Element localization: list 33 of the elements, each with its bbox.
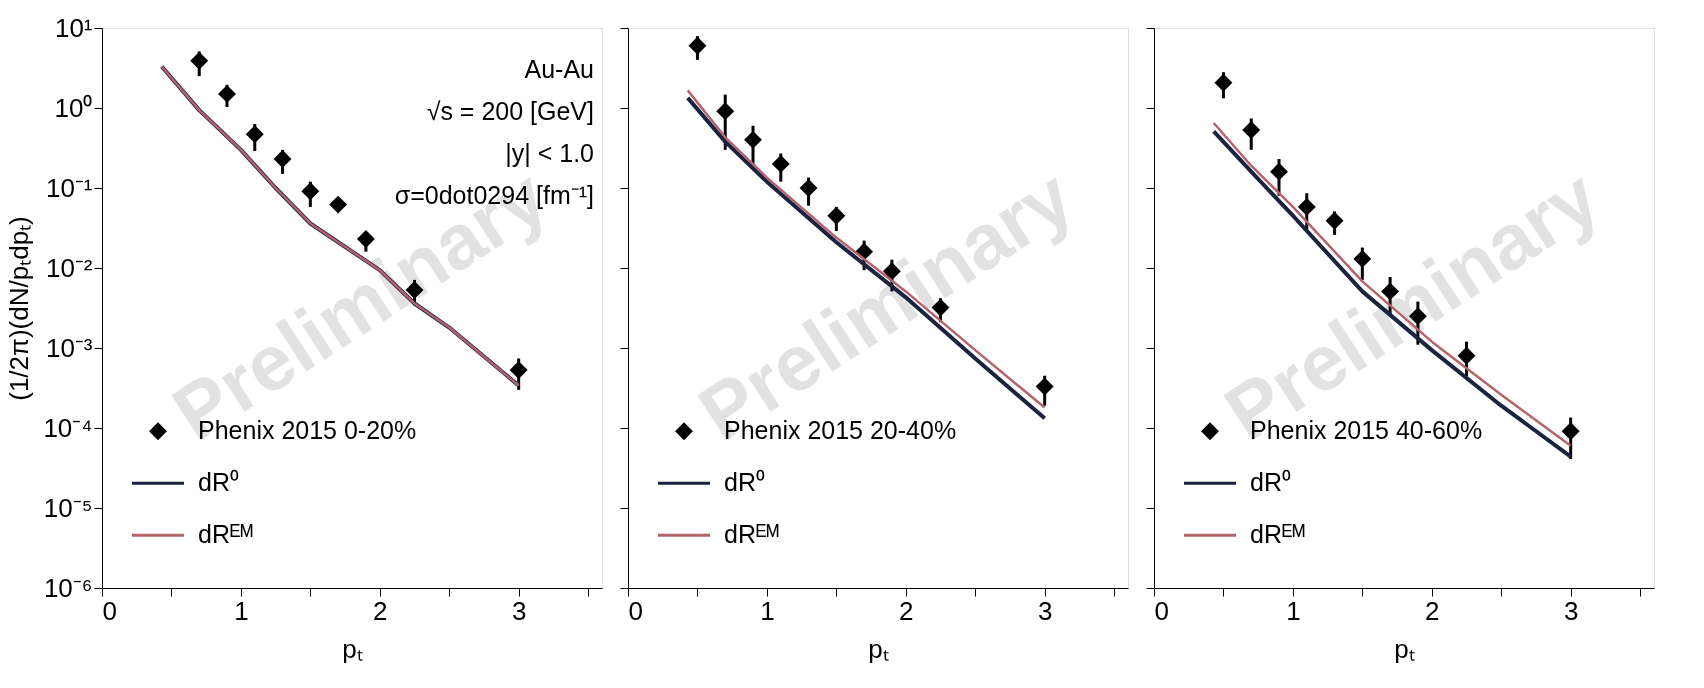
y-tick-label: 10⁻³ bbox=[45, 332, 93, 363]
x-axis-title: pₜ bbox=[342, 633, 363, 664]
x-tick-label: 0 bbox=[1154, 595, 1169, 626]
legend-label: dR⁰ bbox=[724, 468, 765, 497]
y-tick-label: 10⁻² bbox=[45, 252, 93, 283]
legend-label: dR⁰ bbox=[198, 468, 239, 497]
x-axis-title: pₜ bbox=[868, 633, 889, 664]
annotation: √s = 200 [GeV] bbox=[426, 97, 594, 125]
annotation: Au-Au bbox=[524, 55, 594, 83]
y-tick-label: 10⁻⁴ bbox=[43, 412, 93, 443]
x-tick-label: 3 bbox=[1037, 595, 1053, 626]
legend-label: dRᴱᴹ bbox=[1250, 520, 1306, 549]
y-tick-label: 10⁻¹ bbox=[45, 172, 93, 203]
x-tick-label: 3 bbox=[511, 595, 527, 626]
x-tick-label: 3 bbox=[1563, 595, 1579, 626]
y-tick-label: 10⁰ bbox=[54, 92, 93, 123]
y-axis-title: (1/2π)(dN/pₜdpₜ) bbox=[4, 216, 35, 401]
x-tick-label: 1 bbox=[760, 595, 775, 626]
x-tick-label: 2 bbox=[373, 595, 388, 626]
y-tick-label: 10⁻⁶ bbox=[43, 572, 93, 603]
x-tick-label: 0 bbox=[102, 595, 117, 626]
legend-label: dRᴱᴹ bbox=[724, 520, 780, 549]
x-tick-label: 1 bbox=[234, 595, 249, 626]
legend-label: dRᴱᴹ bbox=[198, 520, 254, 549]
y-tick-label: 10⁻⁵ bbox=[43, 492, 93, 523]
x-tick-label: 1 bbox=[1286, 595, 1301, 626]
x-tick-label: 2 bbox=[1425, 595, 1440, 626]
annotation: |y| < 1.0 bbox=[505, 139, 594, 167]
x-axis-title: pₜ bbox=[1394, 633, 1415, 664]
x-tick-label: 2 bbox=[899, 595, 914, 626]
y-tick-label: 10¹ bbox=[54, 12, 93, 43]
x-tick-label: 0 bbox=[628, 595, 643, 626]
legend-label: dR⁰ bbox=[1250, 468, 1291, 497]
